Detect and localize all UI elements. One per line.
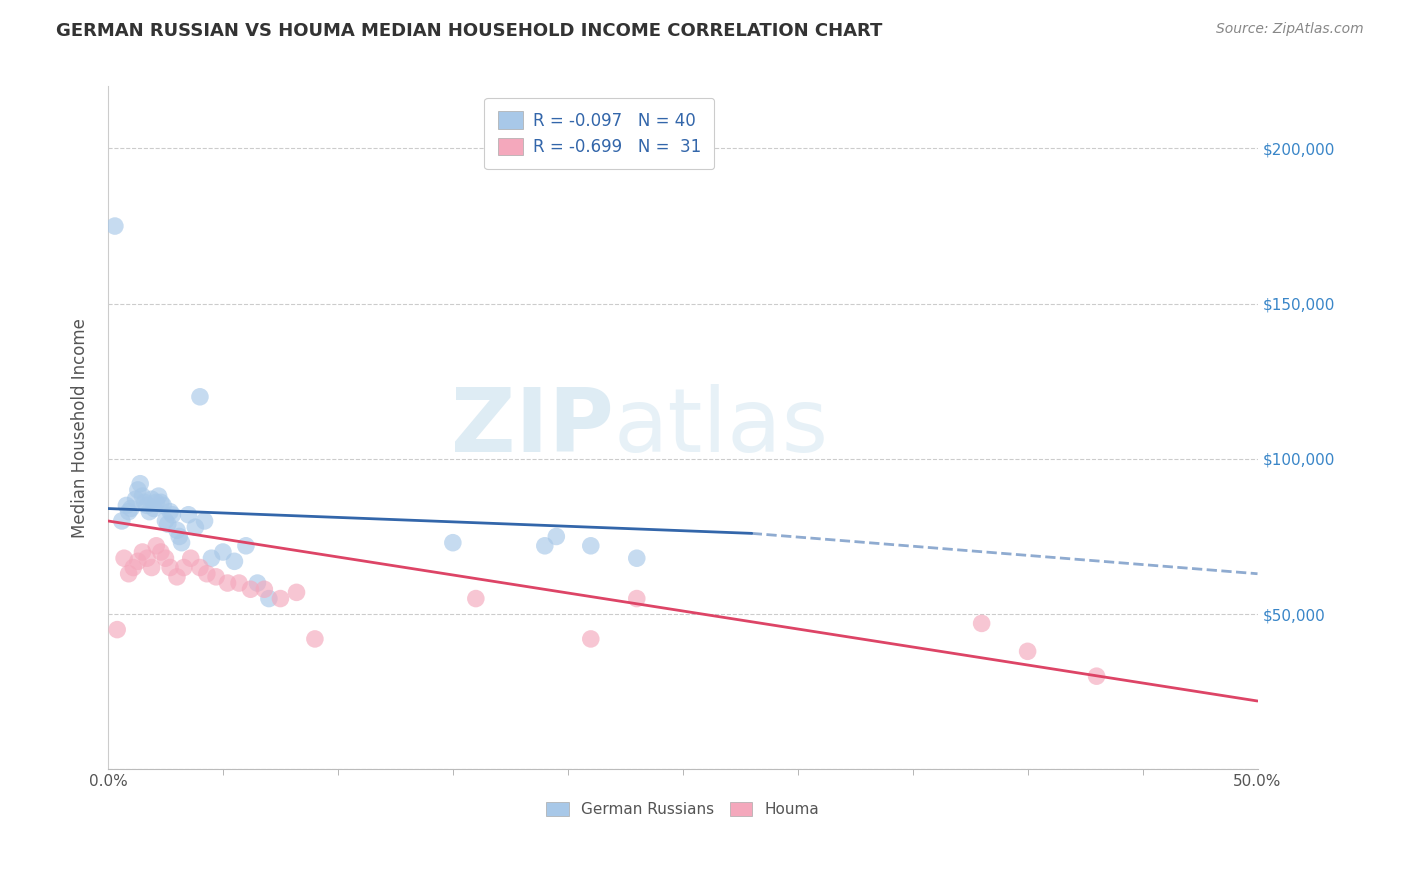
Point (118, 505, 141, 519)
Point (124, 492, 146, 507)
Point (112, 551, 135, 566)
Point (184, 520, 207, 534)
Point (200, 551, 222, 566)
Point (464, 591, 486, 606)
Text: Source: ZipAtlas.com: Source: ZipAtlas.com (1216, 22, 1364, 37)
Point (177, 508, 200, 522)
Point (253, 582, 276, 597)
Point (1085, 669, 1108, 683)
Legend: German Russians, Houma: German Russians, Houma (540, 796, 825, 823)
Point (212, 545, 235, 559)
Y-axis label: Median Household Income: Median Household Income (72, 318, 89, 538)
Point (136, 499, 159, 513)
Point (193, 514, 215, 528)
Point (149, 495, 172, 509)
Point (155, 551, 177, 566)
Point (970, 616, 993, 631)
Point (141, 560, 163, 574)
Point (217, 576, 239, 591)
Point (235, 539, 257, 553)
Point (127, 483, 149, 497)
Point (246, 576, 269, 591)
Point (626, 591, 648, 606)
Point (188, 390, 211, 404)
Point (626, 551, 648, 566)
Point (120, 501, 142, 516)
Point (152, 499, 174, 513)
Point (149, 545, 172, 559)
Point (156, 517, 179, 532)
Point (115, 499, 138, 513)
Point (167, 529, 190, 543)
Point (155, 514, 177, 528)
Point (579, 632, 602, 646)
Point (104, 219, 127, 233)
Text: ZIP: ZIP (451, 384, 614, 471)
Point (122, 560, 145, 574)
Point (180, 551, 202, 566)
Point (546, 529, 568, 543)
Point (136, 551, 159, 566)
Point (1017, 644, 1039, 658)
Point (131, 545, 153, 559)
Point (533, 539, 555, 553)
Point (304, 632, 326, 646)
Point (173, 560, 195, 574)
Point (134, 495, 156, 509)
Text: GERMAN RUSSIAN VS HOUMA MEDIAN HOUSEHOLD INCOME CORRELATION CHART: GERMAN RUSSIAN VS HOUMA MEDIAN HOUSEHOLD… (56, 22, 883, 40)
Point (205, 570, 228, 584)
Point (148, 489, 170, 503)
Point (269, 591, 291, 606)
Point (239, 582, 262, 597)
Point (111, 514, 134, 528)
Point (138, 505, 160, 519)
Point (159, 560, 181, 574)
Point (143, 501, 166, 516)
Point (188, 560, 211, 574)
Point (141, 492, 163, 507)
Point (131, 489, 153, 503)
Point (166, 523, 188, 537)
Point (224, 554, 246, 568)
Point (127, 554, 149, 568)
Point (170, 535, 193, 549)
Point (228, 576, 250, 591)
Text: atlas: atlas (614, 384, 830, 471)
Point (145, 539, 167, 553)
Point (118, 566, 141, 581)
Point (159, 505, 181, 519)
Point (195, 566, 218, 581)
Point (285, 585, 308, 599)
Point (257, 591, 280, 606)
Point (441, 535, 464, 549)
Point (145, 495, 167, 509)
Point (162, 508, 184, 522)
Point (129, 476, 152, 491)
Point (166, 570, 188, 584)
Point (105, 623, 128, 637)
Point (579, 539, 602, 553)
